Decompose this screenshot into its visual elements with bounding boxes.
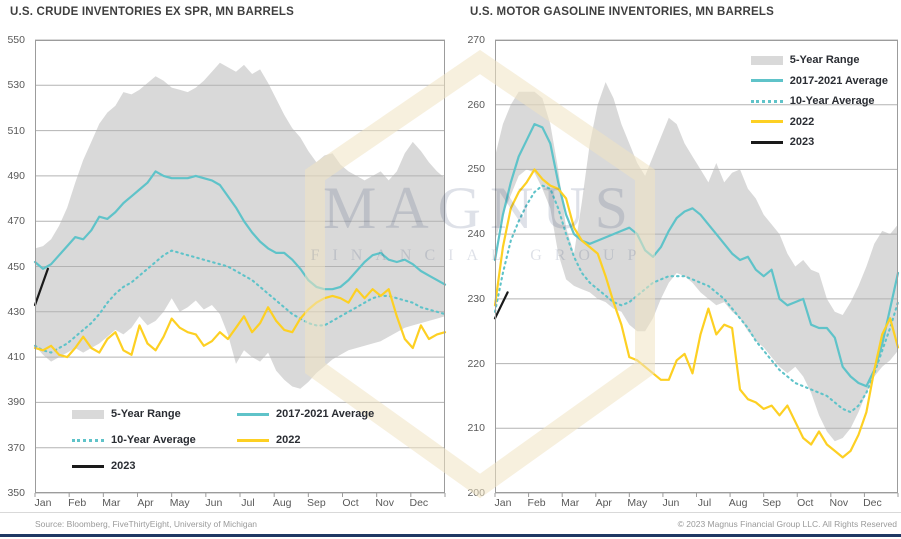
y-axis-labels-gasoline: 270 260 250 240 230 220 210 200 — [457, 34, 489, 499]
legend-item-10-year-average: 10-Year Average — [72, 434, 237, 446]
legend-swatch-5-year-range — [750, 55, 783, 65]
x-tick-label-feb: Feb — [68, 497, 87, 509]
chart-title-gasoline: U.S. MOTOR GASOLINE INVENTORIES, MN BARR… — [470, 6, 775, 18]
legend-item-2023: 2023 — [750, 136, 888, 149]
x-tick-label-jun: Jun — [205, 497, 223, 509]
y-tick-label-510: 510 — [7, 124, 25, 137]
y-tick-label-550: 550 — [7, 34, 25, 46]
y-tick-label-530: 530 — [7, 79, 25, 92]
footer-separator — [0, 512, 901, 513]
y-tick-label-490: 490 — [7, 169, 25, 182]
y-tick-label-230: 230 — [467, 292, 485, 305]
bottom-navy-rule — [0, 534, 901, 537]
x-tick-label-may: May — [627, 497, 648, 509]
legend-label-2017-2021-average: 2017-2021 Average — [789, 74, 888, 87]
x-tick-label-feb: Feb — [527, 497, 546, 509]
x-tick-label-jul: Jul — [241, 497, 255, 509]
legend-gasoline: 5-Year Range 2017-2021 Average 10-Year Ave… — [750, 50, 888, 153]
y-tick-label-200: 200 — [467, 487, 485, 499]
y-tick-label-240: 240 — [467, 228, 485, 241]
y-tick-label-270: 270 — [467, 34, 485, 46]
legend-item-2022: 2022 — [750, 115, 888, 128]
series-band-5-year-range — [35, 62, 445, 389]
legend-item-10-year-average: 10-Year Average — [750, 95, 888, 108]
legend-swatch-10-year-average — [72, 438, 104, 442]
legend-item-5-year-range: 5-Year Range — [72, 408, 237, 420]
x-tick-label-dec: Dec — [409, 497, 429, 509]
legend-label-10-year-average: 10-Year Average — [111, 434, 196, 446]
y-tick-label-350: 350 — [7, 487, 25, 499]
x-tick-label-sep: Sep — [306, 497, 326, 509]
legend-label-2022: 2022 — [789, 115, 815, 128]
legend-label-5-year-range: 5-Year Range — [789, 54, 860, 67]
legend-item-5-year-range: 5-Year Range — [750, 54, 888, 67]
plot-area-crude: 5-Year Range 2017-2021 Average 10-Year Ave… — [33, 39, 447, 497]
legend-label-2023: 2023 — [789, 136, 815, 149]
legend-label-5-year-range: 5-Year Range — [111, 408, 181, 420]
y-tick-label-430: 430 — [7, 305, 25, 318]
x-tick-label-oct: Oct — [797, 497, 814, 509]
x-tick-label-mar: Mar — [102, 497, 121, 509]
x-tick-label-nov: Nov — [375, 497, 394, 509]
legend-swatch-2017-2021-average — [237, 412, 269, 416]
legend-swatch-10-year-average — [750, 99, 783, 103]
x-tick-label-jul: Jul — [697, 497, 712, 509]
legend-label-2023: 2023 — [111, 460, 136, 472]
legend-swatch-5-year-range — [72, 409, 104, 419]
legend-label-2017-2021-average: 2017-2021 Average — [276, 408, 375, 420]
x-tick-label-dec: Dec — [863, 497, 882, 509]
y-tick-label-370: 370 — [7, 441, 25, 454]
y-tick-label-450: 450 — [7, 260, 25, 273]
y-axis-labels-crude: 550 530 510 490 470 450 430 410 390 370 350 — [0, 34, 29, 499]
y-tick-label-250: 250 — [467, 163, 485, 176]
legend-item-2017-2021-average: 2017-2021 Average — [750, 74, 888, 87]
x-tick-label-apr: Apr — [137, 497, 154, 509]
x-tick-label-oct: Oct — [342, 497, 359, 509]
legend-item-2017-2021-average: 2017-2021 Average — [237, 408, 374, 420]
x-tick-label-mar: Mar — [561, 497, 580, 509]
x-tick-label-apr: Apr — [595, 497, 612, 509]
x-axis-labels-gasoline: Jan Feb Mar Apr May Jun Jul Aug Sep Oct Nov Dec — [495, 497, 898, 513]
x-tick-label-aug: Aug — [728, 497, 748, 509]
y-tick-label-390: 390 — [7, 396, 25, 409]
chart-title-crude: U.S. CRUDE INVENTORIES EX SPR, MN BARREL… — [10, 6, 295, 18]
plot-area-gasoline: 5-Year Range 2017-2021 Average 10-Year Ave… — [493, 39, 900, 497]
legend-swatch-2022 — [237, 438, 269, 442]
y-tick-label-260: 260 — [467, 98, 485, 111]
x-tick-label-sep: Sep — [762, 497, 781, 509]
legend-item-2022: 2022 — [237, 434, 374, 446]
y-tick-label-470: 470 — [7, 215, 25, 228]
x-tick-label-may: May — [169, 497, 190, 509]
x-tick-label-aug: Aug — [272, 497, 292, 509]
y-tick-label-220: 220 — [467, 357, 485, 370]
series-line-10-year-average — [493, 184, 900, 414]
x-tick-label-jan: Jan — [34, 497, 52, 509]
x-tick-label-nov: Nov — [829, 497, 849, 509]
x-axis-labels-crude: Jan Feb Mar Apr May Jun Jul Aug Sep Oct Nov Dec — [35, 497, 445, 513]
x-tick-label-jan: Jan — [494, 497, 512, 509]
legend-swatch-2022 — [750, 120, 783, 124]
legend-swatch-2023 — [72, 464, 104, 468]
y-tick-label-210: 210 — [467, 422, 485, 435]
legend-crude: 5-Year Range 2017-2021 Average 10-Year Ave… — [72, 401, 374, 479]
legend-swatch-2017-2021-average — [750, 79, 783, 83]
legend-item-2023: 2023 — [72, 460, 237, 472]
series-line-2023 — [33, 267, 49, 307]
legend-label-2022: 2022 — [276, 434, 301, 446]
source-attribution: Source: Bloomberg, FiveThirtyEight, Univ… — [35, 519, 258, 529]
series-line-10-year-average — [33, 249, 447, 354]
legend-label-10-year-average: 10-Year Average — [789, 95, 875, 108]
y-tick-label-410: 410 — [7, 351, 25, 364]
x-tick-label-jun: Jun — [662, 497, 680, 509]
copyright-notice: © 2023 Magnus Financial Group LLC. All R… — [677, 519, 897, 529]
legend-swatch-2023 — [750, 140, 783, 144]
